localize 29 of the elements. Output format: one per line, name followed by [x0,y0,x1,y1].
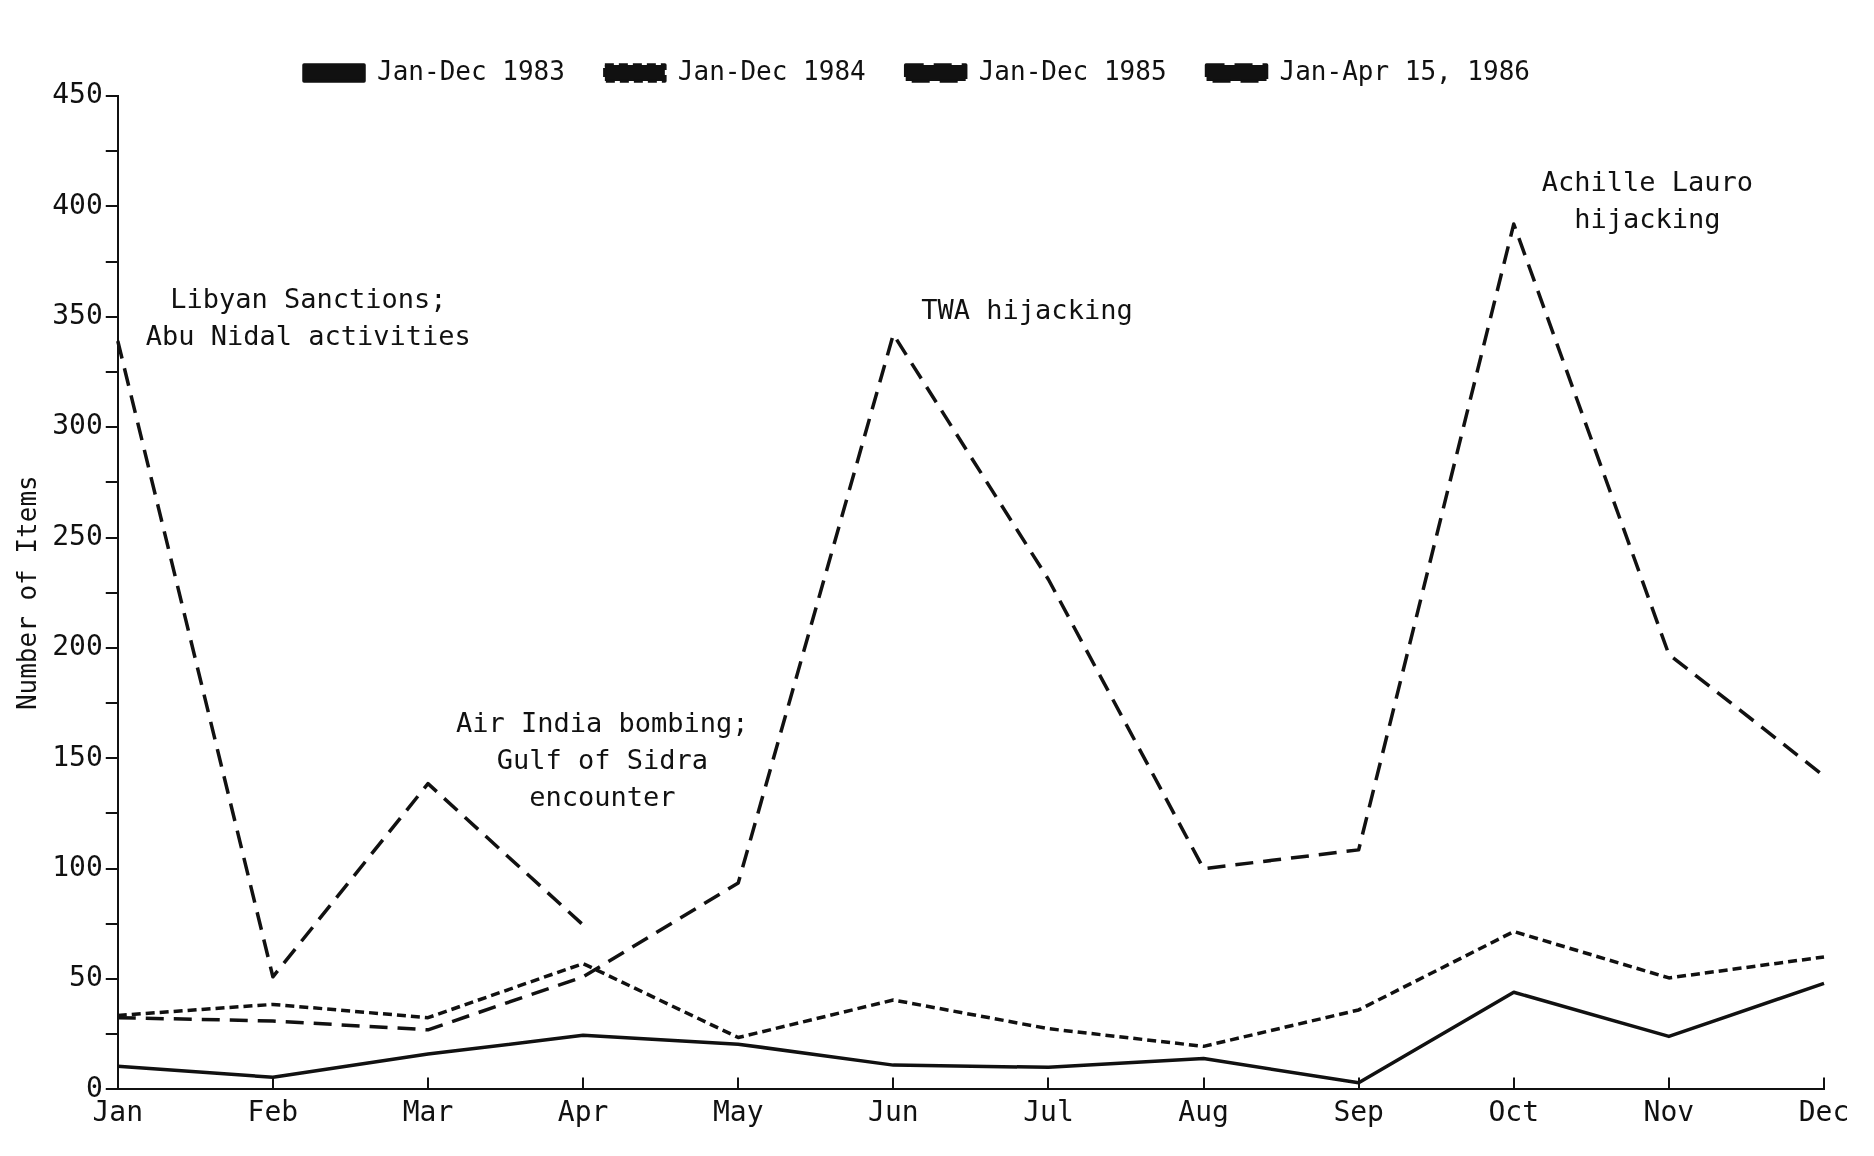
x-tick-label: May [712,1095,764,1129]
legend-label: Jan-Dec 1984 [677,55,866,86]
legend-label: Jan-Dec 1985 [978,55,1167,86]
y-tick-label: 350 [52,298,103,332]
x-tick-label: Mar [402,1095,454,1129]
legend-label: Jan-Apr 15, 1986 [1279,55,1530,86]
y-tick-label: 300 [52,408,103,442]
y-tick-label: 100 [52,849,103,883]
y-tick-label: 400 [52,187,103,221]
annotation: Achille Lauro hijacking [1541,165,1754,234]
x-tick-label: Jun [868,1095,919,1129]
x-tick-label: Nov [1643,1095,1695,1129]
x-tick-label: Aug [1178,1095,1229,1129]
annotation: TWA hijacking [921,294,1133,326]
x-tick-label: Oct [1488,1095,1540,1129]
x-tick-label: Feb [247,1095,299,1129]
y-tick-label: 450 [52,77,103,111]
x-tick-label: Apr [557,1095,609,1129]
x-tick-label: Jul [1023,1095,1074,1129]
y-tick-label: 150 [52,739,103,773]
y-tick-label: 250 [52,518,103,552]
x-tick-label: Sep [1333,1095,1384,1129]
annotation: Air India bombing; Gulf of Sidra encounter [456,706,749,812]
y-axis-title: Number of Items [12,475,43,711]
y-tick-label: 50 [69,960,103,994]
annotation: Libyan Sanctions; Abu Nidal activities [145,282,471,351]
y-tick-label: 200 [52,629,103,663]
x-tick-label: Dec [1798,1095,1850,1129]
legend-label: Jan-Dec 1983 [377,55,565,86]
